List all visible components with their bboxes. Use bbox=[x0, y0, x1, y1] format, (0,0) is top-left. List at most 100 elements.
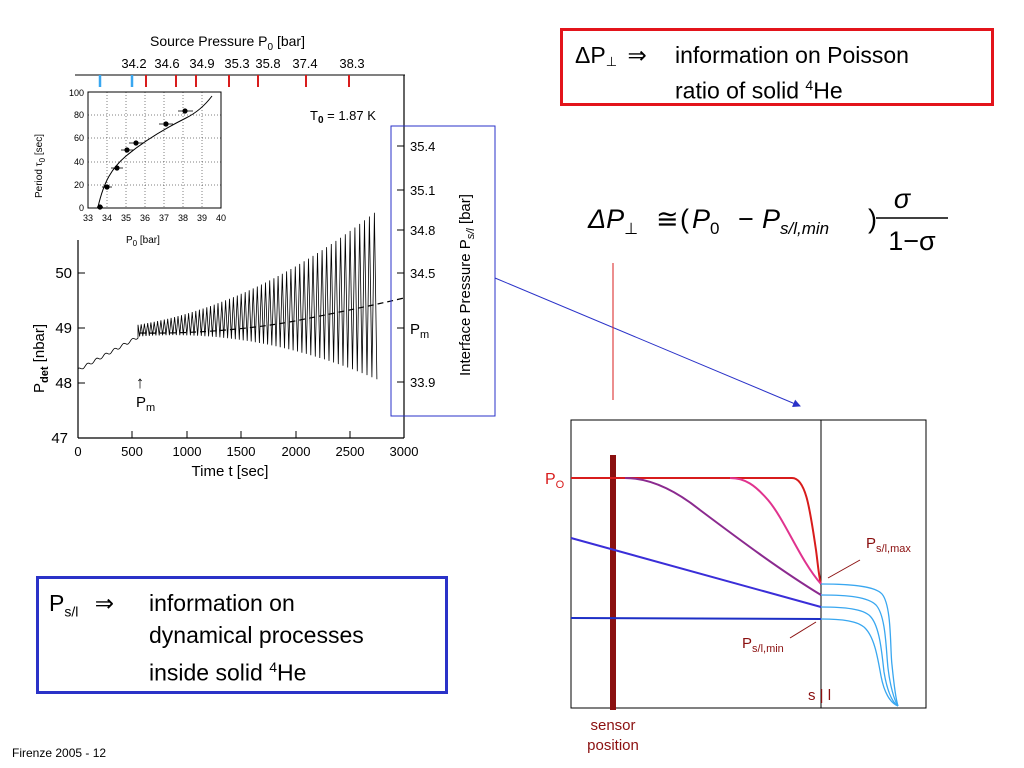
pmax-label: Ps/l,max bbox=[866, 535, 911, 555]
right-tick-label: 35.1 bbox=[410, 183, 435, 198]
liquid-decay-curves bbox=[820, 583, 899, 707]
formula-ps: Ps/l,min bbox=[762, 204, 829, 238]
temperature-label: T0 = 1.87 K bbox=[310, 108, 376, 126]
inset-x-tick-label: 39 bbox=[197, 213, 207, 223]
inset-x-tick-label: 34 bbox=[102, 213, 112, 223]
interface-pressure-box bbox=[390, 125, 496, 417]
connector-arrow bbox=[494, 277, 801, 407]
pmin-leader bbox=[789, 621, 817, 639]
inset-point bbox=[114, 165, 120, 171]
inset-y-tick-label: 20 bbox=[74, 180, 84, 190]
pmax-leader bbox=[827, 559, 861, 579]
curve-magenta bbox=[729, 477, 822, 585]
x-tick-label: 3000 bbox=[390, 444, 419, 459]
dynamics-line2: dynamical processes bbox=[149, 622, 364, 648]
x-tick-label: 1500 bbox=[227, 444, 256, 459]
pmin-label: Ps/l,min bbox=[742, 635, 784, 655]
formula-numerator: σ bbox=[894, 184, 912, 214]
liquid-decay-curve bbox=[820, 606, 899, 707]
formula-approx: ≅ bbox=[656, 204, 679, 234]
inset-x-tick-label: 35 bbox=[121, 213, 131, 223]
inset-point bbox=[97, 204, 103, 210]
top-tick-label: 34.2 bbox=[121, 56, 146, 71]
pressure-trace bbox=[77, 212, 378, 380]
curve-red bbox=[571, 477, 822, 585]
poisson-line1: information on Poisson bbox=[675, 42, 909, 68]
inset-point bbox=[182, 108, 188, 114]
inset-x-tick-label: 38 bbox=[178, 213, 188, 223]
main-plot: Source Pressure P0 [bar] 34.2 34.6 34.9 … bbox=[31, 33, 496, 480]
footer-label: Firenze 2005 - 12 bbox=[12, 746, 107, 760]
y-tick-label: 48 bbox=[55, 375, 72, 392]
inset-y-tick-labels: 0 20 40 60 80 100 bbox=[69, 88, 84, 213]
formula-lhs: ΔP⊥ bbox=[587, 204, 638, 238]
inset-point bbox=[163, 121, 169, 127]
x-tick-label: 2000 bbox=[282, 444, 311, 459]
formula-denominator: 1−σ bbox=[888, 226, 936, 256]
top-tick-label: 38.3 bbox=[339, 56, 364, 71]
inset-x-tick-label: 33 bbox=[83, 213, 93, 223]
inset-point bbox=[124, 147, 130, 153]
right-pm-label: Pm bbox=[410, 321, 429, 341]
sl-label: s | l bbox=[808, 687, 831, 704]
inset-fit-curve bbox=[97, 95, 213, 208]
dynamics-line1: information on bbox=[149, 590, 295, 616]
inset-point bbox=[133, 140, 139, 146]
implies-arrow: ⇒ bbox=[94, 590, 115, 616]
curve-purple bbox=[624, 477, 822, 596]
right-tick-label: 33.9 bbox=[410, 375, 435, 390]
y-tick-label: 47 bbox=[51, 430, 68, 447]
top-axis-title: Source Pressure P0 [bar] bbox=[150, 33, 305, 53]
top-tick-label: 37.4 bbox=[292, 56, 317, 71]
right-tick-label: 35.4 bbox=[410, 139, 435, 154]
right-axis-title: Interface Pressure Ps/l [bar] bbox=[457, 194, 477, 376]
inset-x-title: P0 [bar] bbox=[126, 235, 160, 248]
inset-point bbox=[104, 184, 110, 190]
formula-close-paren: ) bbox=[868, 204, 877, 234]
right-tick-label: 34.5 bbox=[410, 266, 435, 281]
formula-open-paren: ( bbox=[680, 204, 689, 234]
y-tick-label: 49 bbox=[55, 320, 72, 337]
x-tick-label: 0 bbox=[74, 444, 81, 459]
y-tick-label: 50 bbox=[55, 265, 72, 282]
sensor-label-2: position bbox=[587, 737, 639, 754]
top-tick-label: 34.6 bbox=[154, 56, 179, 71]
y-tick-labels: 47 48 49 50 bbox=[51, 265, 72, 447]
top-axis bbox=[75, 74, 405, 87]
poisson-formula: ΔP⊥ ≅ ( P0 − Ps/l,min ) σ 1−σ bbox=[587, 184, 948, 256]
inset-data-points bbox=[97, 108, 193, 210]
dynamics-info-box: Ps/l ⇒ information on dynamical processe… bbox=[36, 576, 448, 694]
inset-y-tick-label: 40 bbox=[74, 157, 84, 167]
implies-arrow: ⇒ bbox=[627, 42, 647, 68]
dynamics-line3: inside solid 4He bbox=[149, 659, 307, 686]
pm-marker-label: Pm bbox=[136, 394, 155, 414]
x-axis-title: Time t [sec] bbox=[192, 463, 269, 480]
pressure-profile-diagram: PO Ps/l,max Ps/l,min s | l sensor positi… bbox=[545, 419, 927, 754]
inset-x-tick-label: 36 bbox=[140, 213, 150, 223]
delta-p-perp-label: ΔP⊥ ⇒ bbox=[575, 42, 647, 69]
liquid-decay-curve bbox=[820, 594, 899, 707]
x-tick-label: 2500 bbox=[336, 444, 365, 459]
right-tick-label: 34.8 bbox=[410, 223, 435, 238]
poisson-line2: ratio of solid 4He bbox=[675, 77, 843, 104]
main-axes bbox=[77, 75, 405, 439]
top-tick-labels: 34.2 34.6 34.9 35.3 35.8 37.4 38.3 bbox=[121, 56, 364, 71]
trend-dashed-line bbox=[139, 297, 405, 334]
x-tick-label: 500 bbox=[121, 444, 143, 459]
inset-y-tick-label: 80 bbox=[74, 110, 84, 120]
sensor-label-1: sensor bbox=[590, 717, 635, 734]
formula-minus: − bbox=[738, 204, 754, 234]
poisson-info-box: ΔP⊥ ⇒ information on Poisson ratio of so… bbox=[560, 28, 994, 106]
inset-y-tick-label: 0 bbox=[79, 203, 84, 213]
liquid-decay-curve bbox=[820, 618, 899, 707]
inset-x-tick-label: 40 bbox=[216, 213, 226, 223]
inset-x-tick-labels: 33 34 35 36 37 38 39 40 bbox=[83, 213, 226, 223]
formula-p0: P0 bbox=[692, 204, 719, 238]
inset-y-tick-label: 60 bbox=[74, 133, 84, 143]
profile-frame bbox=[570, 419, 927, 709]
inset-plot: 0 20 40 60 80 100 33 34 35 36 37 38 39 4… bbox=[34, 88, 226, 248]
top-tick-label: 34.9 bbox=[189, 56, 214, 71]
pm-arrow: ↑ bbox=[136, 373, 145, 392]
top-tick-label: 35.3 bbox=[224, 56, 249, 71]
